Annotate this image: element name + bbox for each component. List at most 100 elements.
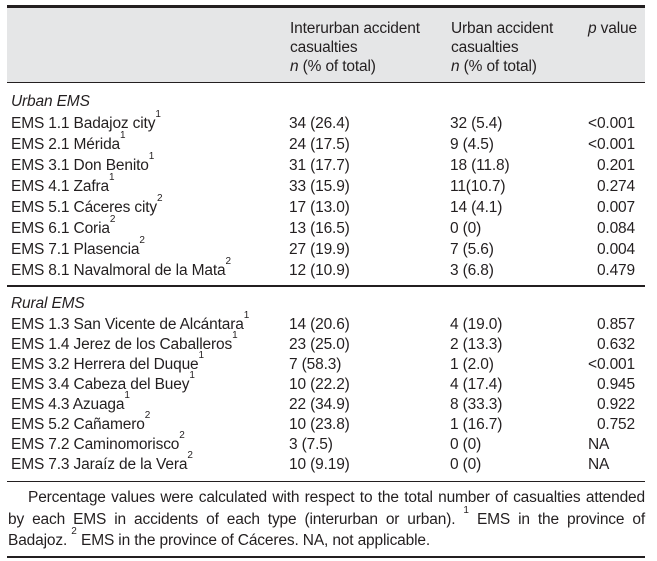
urban-value: 4 (17.4) [450, 375, 503, 393]
urban-value: 1 (2.0) [450, 355, 494, 373]
footnote-marker: 1 [243, 309, 250, 321]
urban-value: 4 (19.0) [450, 315, 503, 333]
table-row: EMS 1.3 San Vicente de Alcántara1 14 (20… [7, 310, 645, 335]
bottom-rule [7, 555, 645, 558]
p-value: 0.084 [596, 220, 635, 238]
ems-name: EMS 7.1 Plasencia2 [7, 236, 286, 260]
footnote-marker: 1 [198, 349, 205, 361]
p-value: 0.274 [596, 178, 635, 196]
table-row: EMS 3.1 Don Benito1 31 (17.7) 18 (11.8) … [7, 152, 645, 176]
interurban-value: 13 (16.5) [289, 220, 350, 238]
interurban-value: 14 (20.6) [289, 315, 350, 333]
ems-name-text: EMS 6.1 Coria [11, 220, 110, 238]
ems-name: EMS 1.3 San Vicente de Alcántara1 [7, 310, 286, 335]
footnote-text: EMS in the province of Badajoz. [8, 510, 646, 550]
footnote-text: Percentage values were calculated with r… [8, 489, 645, 528]
ems-name-text: EMS 4.1 Zafra [11, 178, 109, 196]
footnote-marker: 1 [155, 109, 161, 121]
p-value: NA [588, 435, 610, 453]
table-row: EMS 3.4 Cabeza del Buey1 10 (22.2) 4 (17… [7, 370, 645, 395]
interurban-value: 24 (17.5) [289, 136, 350, 154]
footnote-marker: 1 [189, 369, 195, 381]
header-urban-title: Urban accident casualties [451, 19, 554, 56]
p-value: 0.632 [596, 335, 635, 353]
ems-name: EMS 7.3 Jaraíz de la Vera2 [7, 450, 286, 475]
p-value: <0.001 [588, 115, 635, 133]
ems-name: EMS 5.2 Cañamero2 [7, 410, 286, 435]
table-row: EMS 4.1 Zafra1 33 (15.9) 11(10.7) 0.274 [7, 173, 645, 197]
footnote-divider-rule [7, 480, 645, 483]
footnote-marker: 2 [139, 235, 145, 247]
ems-name-text: EMS 1.4 Jerez de los Caballeros [11, 335, 233, 353]
p-value: <0.001 [588, 136, 635, 154]
p-value: 0.922 [596, 395, 635, 413]
footnote-marker: 2 [179, 429, 185, 441]
table-row: EMS 7.2 Caminomorisco2 3 (7.5) 0 (0) NA [7, 430, 645, 455]
footnote-marker: 1 [108, 172, 115, 184]
ems-name-text: EMS 5.1 Cáceres city [11, 199, 158, 217]
ems-name-text: EMS 1.1 Badajoz city [11, 115, 156, 133]
ems-name: EMS 6.1 Coria2 [7, 215, 286, 239]
interurban-value: 10 (9.19) [289, 455, 350, 473]
ems-name-text: EMS 7.2 Caminomorisco [11, 435, 180, 453]
table-header-row: Interurban accident casualties n (% of t… [7, 7, 645, 82]
p-value: 0.857 [596, 315, 635, 333]
interurban-value: 23 (25.0) [289, 335, 350, 353]
footnote-marker: 2 [225, 256, 232, 268]
p-value: NA [588, 455, 610, 473]
footnote-marker-1: 1 [463, 504, 469, 516]
footnote-marker-2: 2 [71, 526, 77, 538]
n-symbol: n [451, 57, 460, 75]
interurban-value: 3 (7.5) [289, 435, 333, 453]
urban-value: 7 (5.6) [450, 241, 494, 259]
table-row: EMS 7.1 Plasencia2 27 (19.9) 7 (5.6) 0.0… [7, 236, 645, 260]
ems-name: EMS 3.2 Herrera del Duque1 [7, 350, 286, 375]
urban-value: 11(10.7) [450, 178, 506, 196]
interurban-value: 7 (58.3) [289, 355, 342, 373]
header-divider-rule [7, 81, 645, 84]
interurban-value: 10 (22.2) [289, 375, 350, 393]
p-value: 0.752 [596, 415, 635, 433]
table-row: EMS 1.1 Badajoz city1 34 (26.4) 32 (5.4)… [7, 110, 645, 134]
table-row: EMS 7.3 Jaraíz de la Vera2 10 (9.19) 0 (… [7, 450, 645, 475]
interurban-value: 33 (15.9) [289, 178, 350, 196]
section-label-urban-ems: Urban EMS [11, 93, 90, 111]
table-row: EMS 5.1 Cáceres city2 17 (13.0) 14 (4.1)… [7, 194, 645, 218]
ems-name: EMS 2.1 Mérida1 [7, 131, 286, 155]
header-empty-cell [7, 19, 286, 82]
footnote-marker: 2 [109, 214, 116, 226]
ems-name-text: EMS 5.2 Cañamero [11, 415, 145, 433]
urban-value: 2 (13.3) [450, 335, 503, 353]
footnote-marker: 1 [232, 329, 238, 341]
header-interurban-title: Interurban accident casualties [290, 19, 420, 56]
p-value: 0.007 [596, 199, 635, 217]
header-pvalue-column: p value [582, 19, 645, 82]
header-urban-subtitle: n (% of total) [451, 58, 537, 75]
ems-name: EMS 3.4 Cabeza del Buey1 [7, 370, 286, 395]
section-label-rural-ems: Rural EMS [11, 294, 85, 312]
section-divider-rule [7, 285, 645, 287]
ems-name: EMS 4.1 Zafra1 [7, 173, 286, 197]
footnote-marker: 2 [157, 193, 163, 205]
ems-name-text: EMS 1.3 San Vicente de Alcántara [11, 315, 244, 333]
interurban-value: 22 (34.9) [289, 395, 350, 413]
header-interurban-column: Interurban accident casualties n (% of t… [286, 19, 447, 82]
urban-value: 1 (16.7) [450, 415, 503, 433]
p-value: 0.945 [596, 375, 635, 393]
p-value: 0.201 [596, 157, 635, 175]
urban-value: 9 (4.5) [450, 136, 494, 154]
urban-ems-rows: EMS 1.1 Badajoz city1 34 (26.4) 32 (5.4)… [7, 110, 645, 281]
ems-name: EMS 1.1 Badajoz city1 [7, 110, 286, 134]
ems-name: EMS 4.3 Azuaga1 [7, 390, 286, 415]
p-symbol: p [588, 19, 597, 37]
interurban-value: 31 (17.7) [289, 157, 350, 175]
footnote-marker: 2 [187, 449, 193, 461]
interurban-value: 12 (10.9) [289, 262, 350, 280]
urban-value: 3 (6.8) [450, 262, 494, 280]
table-row: EMS 1.4 Jerez de los Caballeros1 23 (25.… [7, 330, 645, 355]
ems-name: EMS 5.1 Cáceres city2 [7, 194, 286, 218]
p-value: 0.479 [596, 262, 635, 280]
footnote-marker: 1 [124, 389, 130, 401]
urban-value: 8 (33.3) [450, 395, 503, 413]
table-row: EMS 2.1 Mérida1 24 (17.5) 9 (4.5) <0.001 [7, 131, 645, 155]
